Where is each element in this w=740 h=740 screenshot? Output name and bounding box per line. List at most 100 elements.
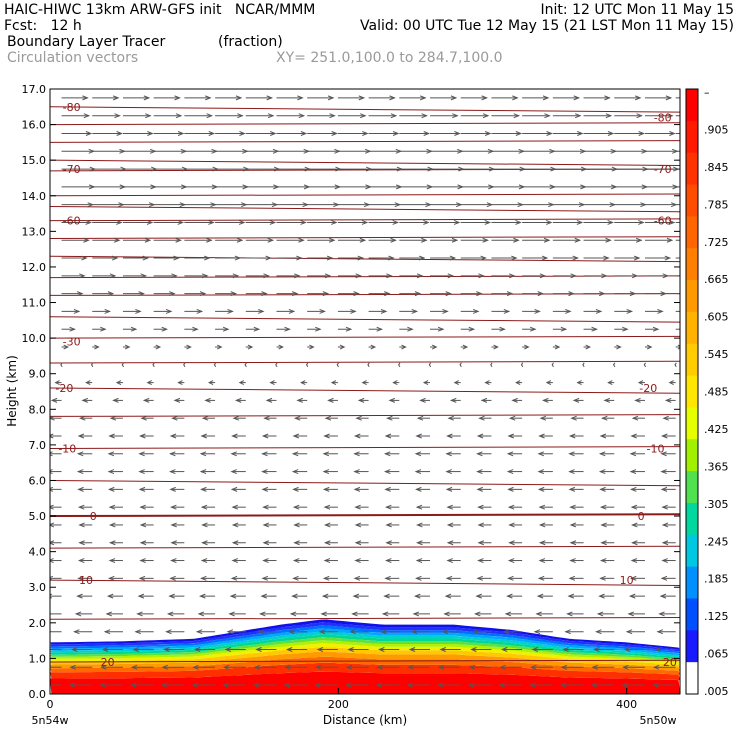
wind-vector [354, 540, 369, 546]
wind-vector [614, 255, 641, 261]
tracer-band [50, 637, 680, 661]
wind-vector [291, 469, 308, 475]
wind-vector [399, 202, 432, 208]
wind-vector [629, 469, 645, 475]
wind-vector [200, 433, 216, 439]
wind-vector [101, 647, 123, 652]
wind-vector [137, 593, 154, 599]
wind-vector [322, 486, 338, 492]
wind-vector [191, 682, 216, 688]
wind-vector [491, 131, 523, 136]
wind-vector [460, 326, 476, 332]
wind-vector [183, 362, 186, 368]
isotherm-line [50, 387, 680, 394]
wind-vector [623, 647, 645, 652]
wind-vector [50, 631, 62, 633]
wind-vector [630, 504, 645, 510]
wind-vector [415, 486, 431, 492]
wind-vector [652, 664, 676, 670]
wind-vector [122, 344, 131, 350]
y-tick-label: 8.0 [29, 403, 47, 416]
wind-vector [614, 148, 648, 154]
isotherm-line [50, 159, 680, 167]
wind-vector [215, 219, 246, 225]
wind-vector [407, 664, 431, 670]
wind-vector [507, 558, 523, 564]
wind-vector [614, 131, 646, 136]
wind-vector [261, 433, 277, 439]
y-tick-label: 6.0 [29, 474, 47, 487]
wind-vector [491, 291, 514, 297]
wind-vector [490, 362, 493, 368]
wind-vector [109, 415, 123, 421]
wind-vector [307, 219, 338, 225]
wind-vector [122, 184, 157, 190]
isotherm-line [50, 579, 680, 586]
wind-vector [245, 237, 275, 243]
wind-vector [226, 629, 246, 635]
wind-vector [193, 647, 216, 652]
wind-vector [276, 326, 291, 332]
tracer-band [50, 643, 680, 665]
wind-vector [292, 486, 308, 492]
wind-vector [475, 593, 492, 599]
wind-vector [622, 664, 645, 670]
wind-vector [468, 664, 492, 670]
wind-vector [552, 308, 572, 314]
wind-vector [522, 326, 537, 332]
wind-vector [552, 255, 580, 261]
colorbar-swatch [686, 662, 698, 695]
wind-vector [552, 219, 584, 225]
wind-vector [378, 647, 400, 652]
wind-vector [583, 131, 615, 136]
wind-vector [412, 611, 431, 617]
wind-vector [460, 184, 495, 190]
wind-vector [170, 504, 185, 510]
wind-vector [197, 611, 216, 617]
wind-vector [224, 647, 246, 652]
wind-vector [453, 380, 461, 386]
wind-vector [598, 451, 615, 457]
wind-vector [92, 326, 107, 332]
wind-vector [583, 308, 603, 314]
wind-vector [77, 504, 93, 510]
wind-vector [568, 433, 584, 439]
wind-vector [276, 202, 309, 208]
isotherm-label: -30 [63, 336, 81, 349]
wind-vector [367, 362, 370, 368]
wind-vector [446, 558, 461, 564]
wind-vector [229, 593, 246, 599]
wind-vector [230, 575, 246, 581]
wind-vector [668, 380, 676, 386]
wind-vector [644, 237, 674, 243]
wind-vector [614, 237, 643, 243]
colorbar-swatch [686, 248, 698, 281]
wind-vector [107, 451, 123, 457]
wind-vector [383, 593, 400, 599]
colorbar-label: .005 [704, 685, 729, 698]
tracer-band [50, 619, 680, 650]
wind-vector [376, 664, 400, 670]
wind-vector [231, 522, 246, 528]
isotherm-line [50, 316, 680, 323]
wind-vector [296, 397, 308, 403]
wind-vector [337, 95, 366, 101]
wind-vector [139, 540, 154, 546]
wind-vector [644, 113, 674, 119]
wind-vector [522, 219, 553, 225]
wind-vector [478, 415, 492, 421]
wind-vector [430, 308, 449, 314]
isotherm-line [50, 255, 680, 263]
colorbar-label: .125 [704, 610, 729, 623]
wind-vector [184, 291, 207, 297]
y-tick-label: 7.0 [29, 439, 47, 452]
wind-vector [276, 308, 296, 314]
wind-vector [522, 184, 557, 190]
wind-vector [307, 148, 341, 154]
wind-vector [415, 504, 431, 510]
wind-vector [323, 558, 338, 564]
wind-vector [61, 184, 96, 190]
wind-vector [538, 540, 553, 546]
wind-vector [200, 486, 216, 492]
wind-vector [122, 255, 150, 261]
